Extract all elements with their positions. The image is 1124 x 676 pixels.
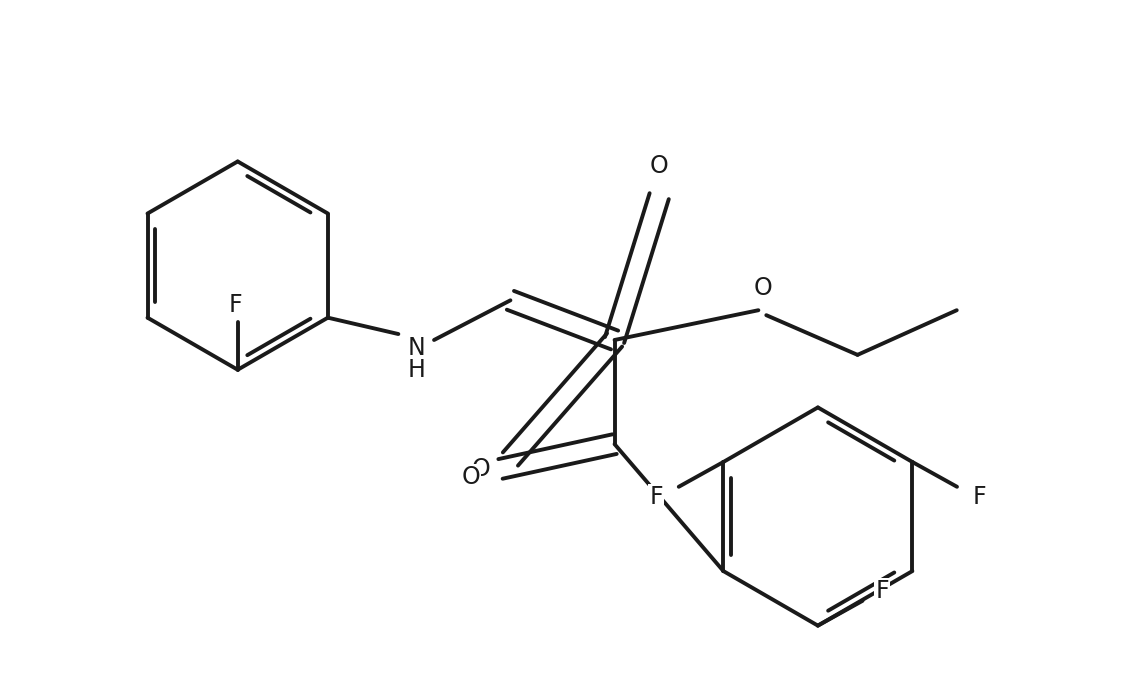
Text: O: O xyxy=(754,276,772,300)
Text: F: F xyxy=(650,485,663,508)
Text: N: N xyxy=(407,336,425,360)
Text: O: O xyxy=(461,465,480,489)
Text: O: O xyxy=(471,457,490,481)
Text: O: O xyxy=(650,154,669,178)
Text: F: F xyxy=(876,579,889,603)
Text: H: H xyxy=(407,358,425,382)
Text: F: F xyxy=(229,293,243,317)
Text: F: F xyxy=(973,485,987,508)
